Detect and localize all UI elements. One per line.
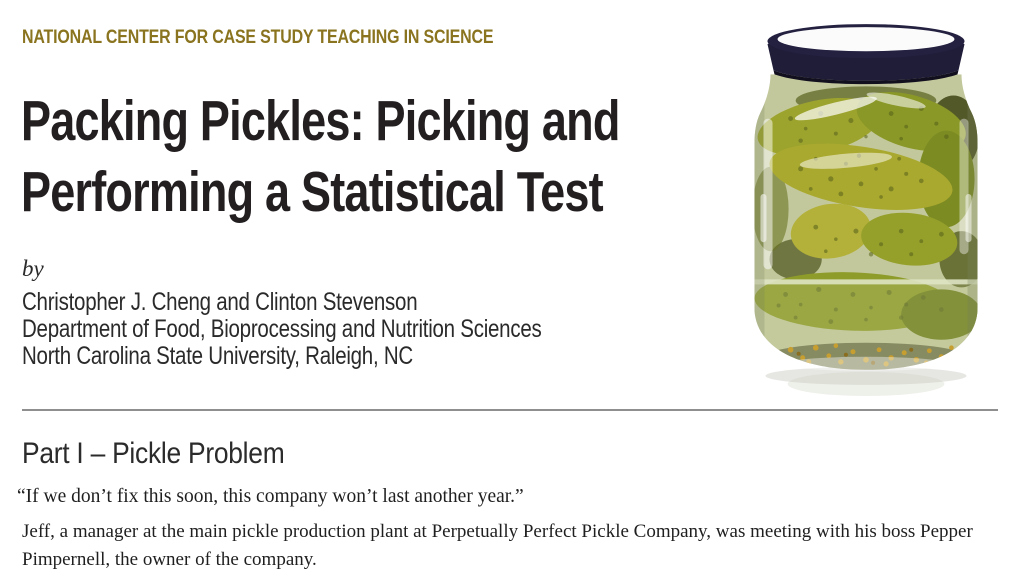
- page-title-line2: Performing a Statistical Test: [21, 160, 604, 224]
- body-paragraph: Jeff, a manager at the main pickle produ…: [22, 521, 973, 570]
- institution: North Carolina State University, Raleigh…: [22, 342, 413, 370]
- quote-text: “If we don’t fix this soon, this company…: [17, 486, 524, 507]
- jar-shadow: [765, 366, 967, 396]
- byline-block: by Christopher J. Cheng and Clinton Stev…: [22, 256, 656, 370]
- department: Department of Food, Bioprocessing and Nu…: [22, 315, 542, 343]
- byline-prefix: by: [22, 256, 44, 281]
- authors: Christopher J. Cheng and Clinton Stevens…: [22, 288, 418, 316]
- organization-banner: NATIONAL CENTER FOR CASE STUDY TEACHING …: [22, 27, 494, 48]
- page-title: Packing Pickles: Picking and Performing …: [21, 86, 620, 228]
- jar-lid: [767, 24, 965, 85]
- jar-contents: [754, 74, 978, 370]
- horizontal-divider: [22, 409, 998, 411]
- glass-highlights: [760, 92, 972, 371]
- pickle-jar-image: [754, 24, 978, 396]
- pickle-speckles: [776, 106, 949, 325]
- page-title-line1: Packing Pickles: Picking and: [21, 89, 620, 153]
- section-heading: Part I – Pickle Problem: [22, 437, 285, 470]
